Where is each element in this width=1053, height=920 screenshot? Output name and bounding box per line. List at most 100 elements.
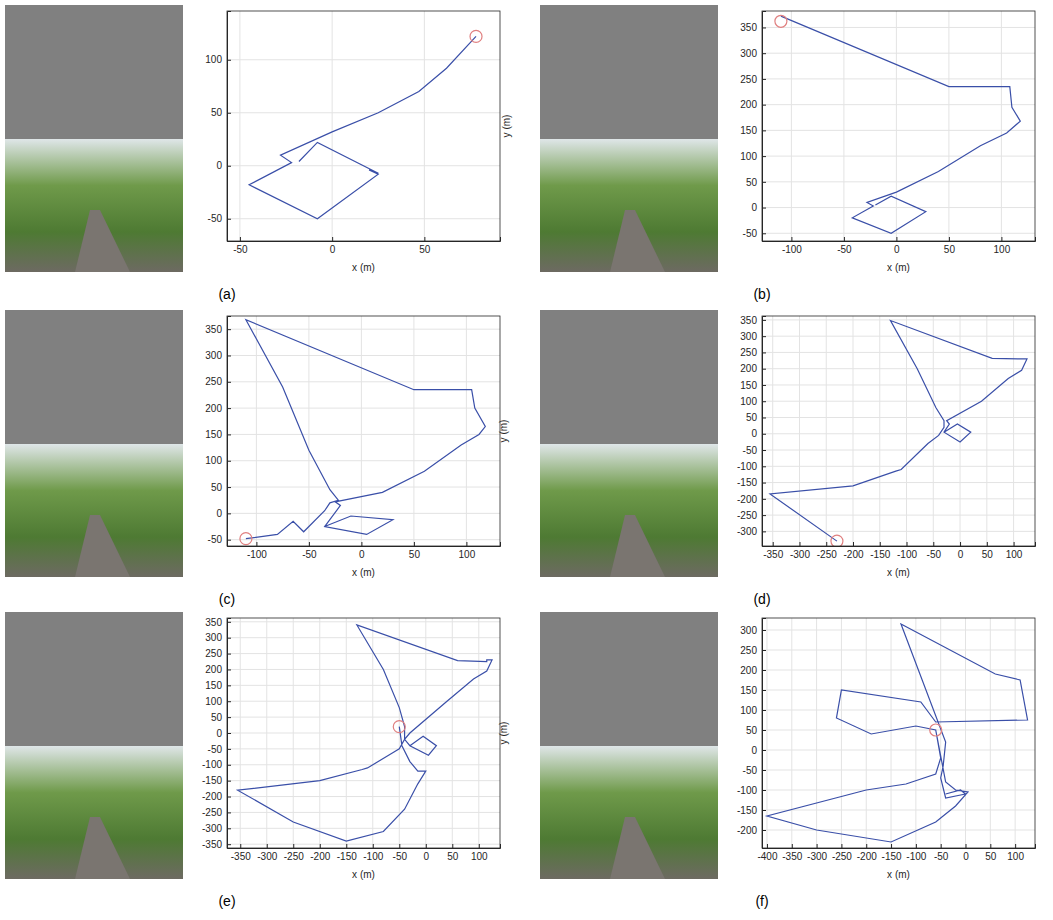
tick-mark (452, 844, 453, 848)
x-axis-title: x (m) (887, 567, 910, 578)
tick-label: -300 (202, 823, 222, 834)
tick-label: 100 (205, 696, 222, 707)
event-frame (540, 5, 718, 139)
tick-label: 50 (746, 725, 758, 736)
tick: -100 (737, 785, 766, 796)
grid-line (256, 316, 257, 546)
grid-line (1015, 618, 1016, 848)
tick: -50 (837, 237, 852, 255)
grid-line (762, 207, 1035, 208)
tick: 0 (424, 844, 430, 862)
tick: 300 (740, 331, 766, 342)
tick: 200 (205, 403, 231, 414)
grid-line (227, 460, 500, 461)
tick-mark (320, 844, 321, 848)
tick-label: -150 (337, 851, 357, 862)
tick-mark (762, 810, 766, 811)
grid-line (816, 618, 817, 848)
position-marker (930, 724, 942, 736)
grid-line (227, 733, 500, 734)
trajectory-line (238, 625, 492, 841)
axis-line (228, 12, 232, 242)
tick-mark (762, 466, 766, 467)
grid-line (361, 316, 362, 546)
tick: 100 (740, 151, 766, 162)
tick-label: 50 (746, 177, 758, 188)
grid-line (227, 796, 500, 797)
tick: 0 (894, 237, 900, 255)
grid-line (762, 156, 1035, 157)
tick: -100 (363, 844, 383, 862)
grid-line (826, 316, 827, 546)
axis-line (228, 237, 501, 242)
tick-mark (762, 690, 766, 691)
tick-label: -100 (897, 549, 917, 560)
axis-line (763, 237, 1036, 242)
camera-image (5, 746, 183, 879)
camera-image (540, 139, 718, 272)
position-marker (831, 535, 843, 546)
axis: -400-350-300-250-200-150-100-50050100 (757, 844, 1035, 862)
tick-label: 150 (205, 680, 222, 691)
tick: 50 (211, 482, 231, 493)
tick-label: -50 (743, 228, 758, 239)
tick-label: -150 (882, 851, 902, 862)
panel: -100-50050100-50050100150200250300350x (… (0, 310, 501, 607)
tick-label: -100 (363, 851, 383, 862)
y-axis-title: y (m) (498, 722, 509, 745)
tick-label: -50 (927, 549, 942, 560)
tick: 50 (211, 712, 231, 723)
grid-line (227, 844, 500, 845)
axis-line (228, 542, 501, 547)
tick-label: -250 (284, 851, 304, 862)
tick-label: -100 (247, 549, 267, 560)
tick: -150 (737, 805, 766, 816)
tick: 0 (751, 745, 766, 756)
tick: 50 (746, 725, 766, 736)
grid-line (896, 11, 897, 241)
tick: -150 (337, 844, 357, 862)
tick-mark (767, 844, 768, 848)
tick-mark (762, 483, 766, 484)
tick-mark (414, 542, 415, 546)
grid-line (227, 780, 500, 781)
grid-line (227, 539, 500, 540)
tick-mark (841, 844, 842, 848)
tick: 350 (740, 315, 766, 326)
tick-mark (762, 650, 766, 651)
tick-label: -200 (843, 549, 863, 560)
tick: -50 (208, 213, 231, 224)
grid-line (227, 381, 500, 382)
tick: 0 (751, 202, 766, 213)
tick-mark (256, 542, 257, 546)
grid-line (413, 316, 414, 546)
tick-mark (960, 542, 961, 546)
tick-label: 200 (205, 403, 222, 414)
tick-label: 300 (740, 48, 757, 59)
tick-label: -150 (737, 477, 757, 488)
tick-mark (896, 237, 897, 241)
grid-line (227, 764, 500, 765)
tick-label: -250 (817, 549, 837, 560)
grid (762, 618, 1035, 848)
tick-mark (227, 329, 231, 330)
tick-label: 0 (330, 244, 336, 255)
tick-mark (880, 542, 881, 546)
tick-label: -50 (393, 851, 408, 862)
trajectory-line (767, 624, 1028, 842)
tick-label: 300 (740, 625, 757, 636)
grid-line (762, 770, 1035, 771)
grid-line (762, 27, 1035, 28)
tick-mark (240, 844, 241, 848)
tick-mark (762, 499, 766, 500)
tick-mark (762, 105, 766, 106)
tick-mark (762, 750, 766, 751)
tick-mark (762, 670, 766, 671)
grid-line (762, 78, 1035, 79)
tick-label: -50 (302, 549, 317, 560)
grid-line (227, 669, 500, 670)
tick-mark (990, 844, 991, 848)
tick: 0 (958, 542, 964, 560)
tick-mark (762, 156, 766, 157)
tick: -300 (202, 823, 231, 834)
